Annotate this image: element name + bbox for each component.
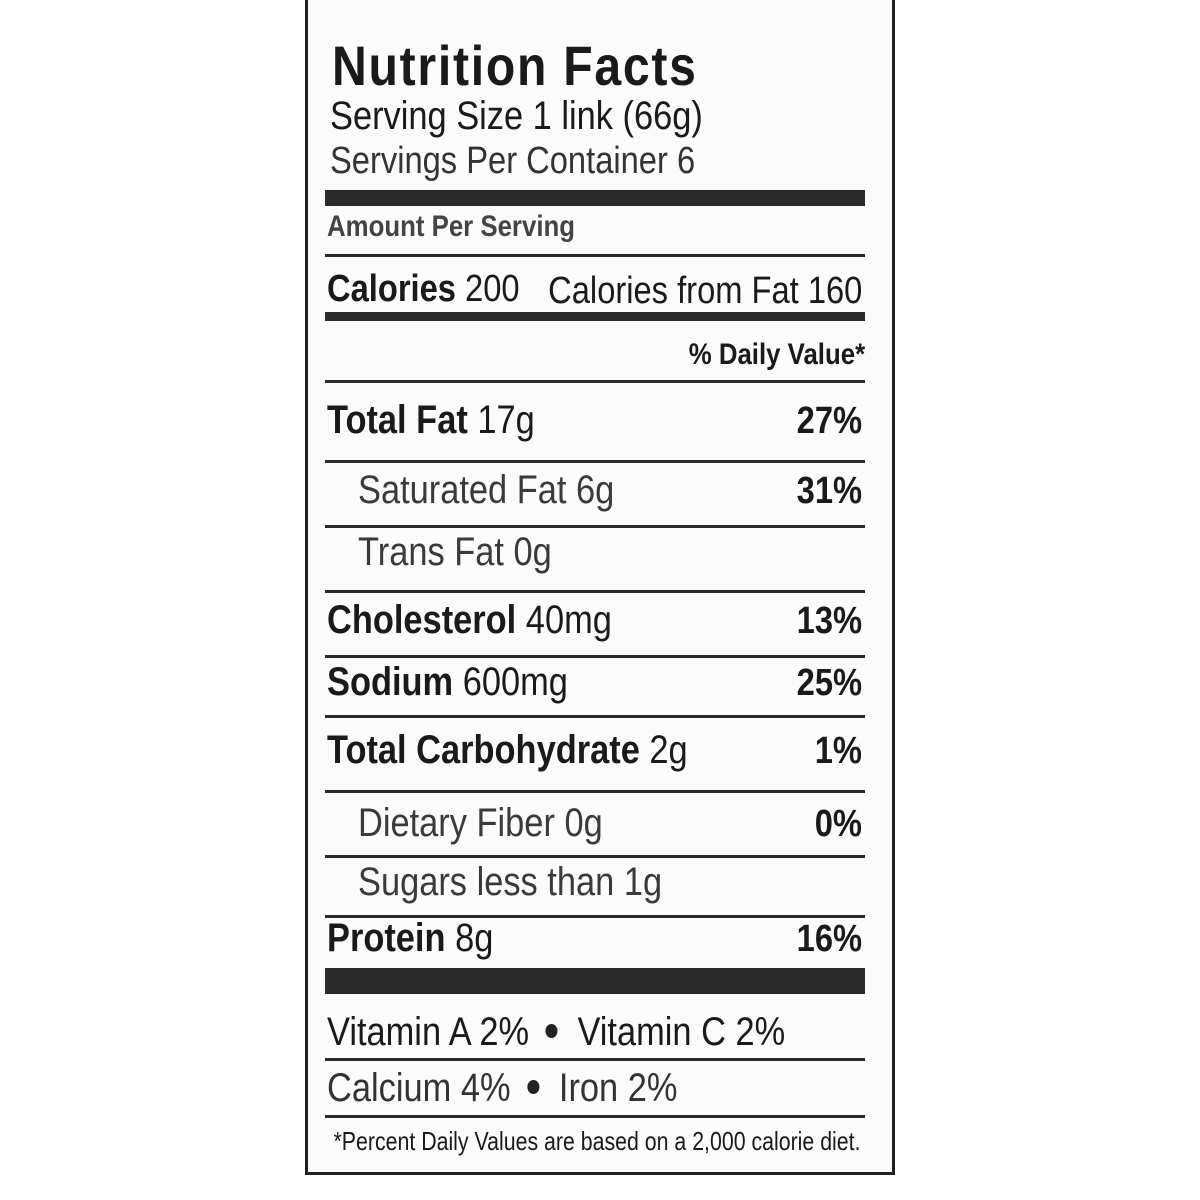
daily-value-header: % Daily Value*: [688, 338, 865, 371]
nutrient-dv: 16%: [796, 918, 862, 960]
rule: [325, 715, 865, 718]
title: Nutrition Facts: [332, 34, 698, 97]
nutrient-dv: 0%: [814, 803, 862, 845]
nutrient-row: Saturated Fat 6g: [358, 470, 614, 510]
rule: [325, 790, 865, 793]
thick-rule: [325, 968, 865, 994]
nutrient-row: Cholesterol 40mg: [327, 600, 612, 640]
nutrient-amount: 600mg: [462, 660, 568, 704]
nutrient-name: Total Carbohydrate: [327, 728, 640, 772]
rule: [325, 525, 865, 528]
bullet: [526, 1080, 540, 1095]
rule: [325, 1058, 865, 1061]
nutrient-name: Cholesterol: [327, 598, 517, 642]
nutrient-amount: 40mg: [525, 598, 612, 642]
rule: [325, 460, 865, 463]
medium-rule: [325, 312, 865, 321]
amount-per-serving: Amount Per Serving: [327, 210, 576, 243]
calories-label: Calories: [327, 268, 456, 310]
nutrient-name: Total Fat: [327, 398, 468, 442]
vitamin-dv: 2%: [479, 1010, 530, 1054]
nutrient-name: Sodium: [327, 660, 454, 704]
nutrient-dv: 27%: [796, 400, 862, 442]
nutrient-row: Sodium 600mg: [327, 662, 568, 702]
nutrient-name: Protein: [327, 916, 446, 960]
nutrient-dv: 13%: [796, 600, 862, 642]
nutrient-row: Dietary Fiber 0g: [358, 803, 603, 843]
nutrient-name: Trans Fat: [358, 530, 504, 574]
serving-size: Serving Size 1 link (66g): [330, 94, 703, 138]
nutrient-row: Sugars less than 1g: [358, 862, 662, 902]
nutrient-dv: 25%: [796, 662, 862, 704]
calories-from-fat: Calories from Fat 160: [547, 270, 862, 312]
vitamin-row: Vitamin A 2% Vitamin C 2%: [327, 1012, 785, 1052]
nutrient-amount: 6g: [576, 468, 615, 512]
nutrient-amount: 0g: [564, 801, 603, 845]
nutrient-dv: 31%: [796, 470, 862, 512]
rule: [325, 1115, 865, 1118]
rule: [325, 254, 865, 257]
bullet: [545, 1024, 558, 1039]
vitamin-row: Calcium 4% Iron 2%: [327, 1068, 677, 1108]
vitamin-name: Vitamin C: [577, 1010, 726, 1054]
nutrient-name: Dietary Fiber: [358, 801, 555, 845]
nutrient-row: Total Carbohydrate 2g: [327, 730, 688, 770]
nutrient-row: Protein 8g: [327, 918, 493, 958]
nutrient-name: Sugars: [358, 860, 468, 904]
rule: [325, 380, 865, 383]
thick-rule: [325, 190, 865, 206]
vitamin-dv: 4%: [460, 1066, 511, 1110]
nutrient-amount: 0g: [513, 530, 552, 574]
vitamin-dv: 2%: [735, 1010, 786, 1054]
vitamin-name: Iron: [558, 1066, 619, 1110]
nutrient-amount: less than 1g: [476, 860, 663, 904]
rule: [325, 590, 865, 593]
calories-value: 200: [465, 268, 520, 310]
rule: [325, 915, 865, 918]
nutrient-amount: 17g: [477, 398, 535, 442]
nutrient-name: Saturated Fat: [358, 468, 567, 512]
rule: [325, 855, 865, 858]
nutrient-row: Trans Fat 0g: [358, 532, 552, 572]
nutrient-amount: 2g: [649, 728, 688, 772]
nutrient-row: Total Fat 17g: [327, 400, 535, 440]
vitamin-name: Calcium: [327, 1066, 452, 1110]
vitamin-dv: 2%: [627, 1066, 678, 1110]
nutrient-amount: 8g: [455, 916, 494, 960]
rule: [325, 655, 865, 658]
nutrient-dv: 1%: [814, 730, 862, 772]
vitamin-name: Vitamin A: [327, 1010, 470, 1054]
footnote: *Percent Daily Values are based on a 2,0…: [333, 1126, 861, 1156]
servings-per-container: Servings Per Container 6: [330, 140, 696, 182]
calories-row: Calories 200: [327, 270, 520, 308]
